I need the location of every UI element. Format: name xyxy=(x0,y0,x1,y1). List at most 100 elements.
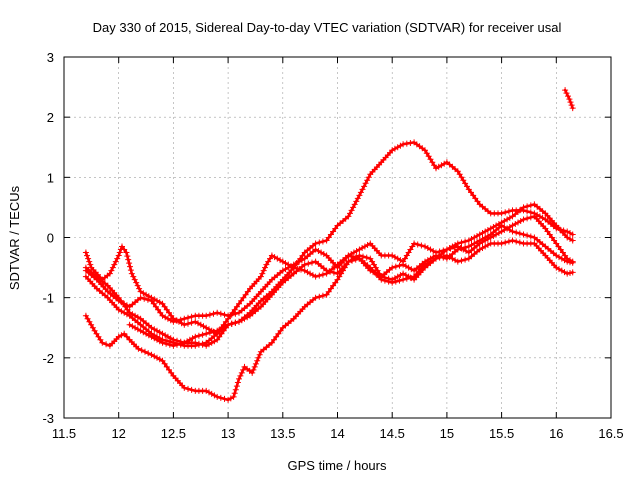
x-tick-label: 12 xyxy=(111,426,125,441)
data-point xyxy=(443,246,450,253)
y-tick-label: 2 xyxy=(47,110,54,125)
data-point xyxy=(181,315,188,322)
data-point xyxy=(87,261,94,268)
data-point xyxy=(236,375,242,382)
data-point xyxy=(524,215,531,222)
data-point xyxy=(402,255,408,262)
data-point xyxy=(325,288,332,295)
data-point xyxy=(319,238,326,245)
data-point xyxy=(498,240,505,247)
data-point xyxy=(135,345,142,352)
data-point xyxy=(137,294,144,301)
data-point xyxy=(569,105,576,112)
x-tick-label: 15.5 xyxy=(489,426,514,441)
data-point xyxy=(232,310,239,317)
data-point xyxy=(458,257,465,264)
data-point xyxy=(238,369,245,376)
data-point xyxy=(210,310,217,317)
data-point xyxy=(114,255,121,262)
data-point xyxy=(170,318,177,325)
data-point xyxy=(411,240,418,247)
data-point xyxy=(188,319,195,326)
data-point xyxy=(567,99,574,106)
data-point xyxy=(389,264,396,271)
data-point xyxy=(565,93,571,100)
data-point xyxy=(567,270,573,276)
data-point xyxy=(509,228,516,235)
axis-ticks: 11.5 12 12.5 13 13.5 14 14.5 15 15.5 16 16.5-3-2-1… xyxy=(42,50,623,441)
data-point xyxy=(564,270,571,277)
data-point xyxy=(458,245,465,252)
data-point xyxy=(319,292,326,299)
data-point xyxy=(290,264,297,271)
data-point xyxy=(256,351,263,358)
data-point xyxy=(262,264,268,271)
data-point xyxy=(345,258,352,265)
data-point xyxy=(418,242,425,249)
data-point xyxy=(199,341,206,348)
data-point xyxy=(562,87,569,94)
data-point xyxy=(403,275,410,282)
data-point xyxy=(181,321,188,328)
x-axis-label: GPS time / hours xyxy=(288,458,387,473)
data-point xyxy=(309,259,315,266)
x-tick-label: 11.5 xyxy=(52,426,76,441)
series-line xyxy=(84,141,574,336)
data-point xyxy=(250,366,257,373)
data-point xyxy=(109,264,116,271)
data-point xyxy=(316,293,323,300)
data-point xyxy=(396,262,403,269)
data-point xyxy=(400,276,407,283)
data-point xyxy=(451,244,458,251)
data-point xyxy=(316,239,323,246)
data-point xyxy=(142,348,148,355)
data-point xyxy=(240,366,247,373)
data-point xyxy=(251,363,258,370)
data-point xyxy=(170,336,177,343)
data-point xyxy=(363,254,370,261)
data-point xyxy=(221,311,228,318)
data-point xyxy=(400,141,407,148)
data-point xyxy=(568,102,575,109)
data-point xyxy=(316,272,323,279)
x-tick-label: 16.5 xyxy=(598,426,623,441)
data-point xyxy=(312,240,319,247)
data-point xyxy=(174,317,180,324)
data-point xyxy=(170,342,177,349)
data-point xyxy=(298,266,304,273)
x-tick-label: 14.5 xyxy=(380,426,405,441)
data-point xyxy=(349,253,356,260)
data-point xyxy=(385,278,392,285)
data-point xyxy=(88,321,95,328)
data-point xyxy=(513,229,520,236)
data-point xyxy=(513,238,520,245)
data-point xyxy=(330,269,337,276)
data-point xyxy=(144,296,151,303)
data-point xyxy=(254,357,261,364)
data-point xyxy=(462,256,469,263)
x-tick-label: 15 xyxy=(440,426,454,441)
data-point xyxy=(447,245,454,252)
y-tick-label: -1 xyxy=(42,291,54,306)
data-point xyxy=(527,202,534,209)
data-point xyxy=(181,384,188,391)
data-point xyxy=(524,203,531,210)
data-point xyxy=(505,208,512,215)
data-point xyxy=(233,383,240,390)
data-point xyxy=(115,252,122,259)
grid xyxy=(64,57,611,418)
data-point xyxy=(228,311,235,318)
data-point xyxy=(237,372,244,379)
y-tick-label: -3 xyxy=(42,411,54,426)
data-point xyxy=(257,273,264,280)
data-point xyxy=(396,277,403,284)
data-point xyxy=(524,232,531,239)
x-tick-label: 12.5 xyxy=(161,426,186,441)
data-point xyxy=(252,360,259,367)
data-point xyxy=(516,239,523,246)
series-line xyxy=(84,239,574,402)
data-point xyxy=(221,395,228,402)
data-point xyxy=(232,319,239,326)
y-axis-label: SDTVAR / TECUs xyxy=(7,185,22,290)
data-point xyxy=(345,252,352,259)
